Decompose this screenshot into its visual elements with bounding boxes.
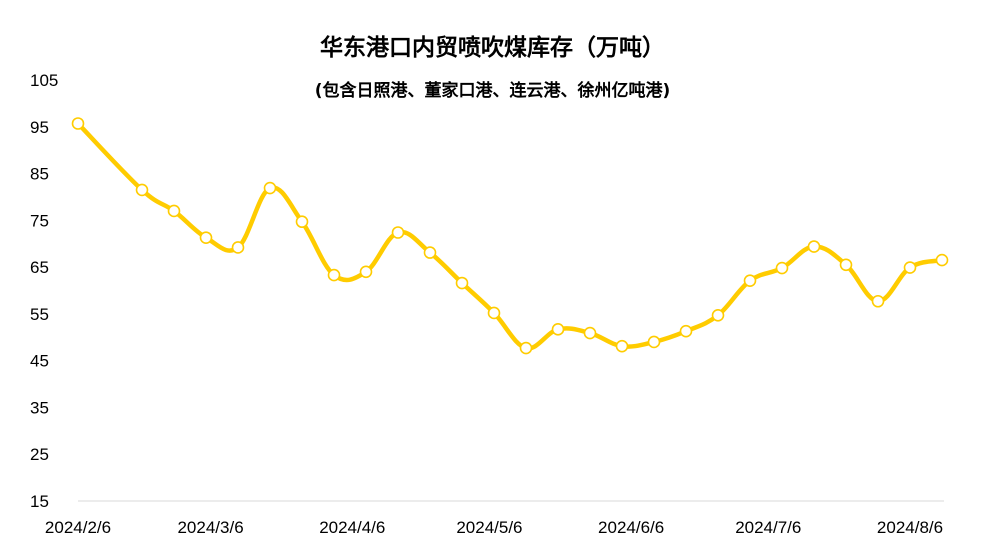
data-point xyxy=(423,246,437,259)
x-tick-label: 2024/3/6 xyxy=(177,518,243,537)
data-point xyxy=(775,261,789,275)
y-tick-label: 105 xyxy=(30,71,58,90)
data-point xyxy=(519,341,533,355)
data-point xyxy=(295,215,309,229)
data-point xyxy=(839,258,853,272)
data-point xyxy=(455,276,469,290)
y-tick-label: 95 xyxy=(30,118,49,137)
data-point xyxy=(231,241,245,254)
y-tick-label: 25 xyxy=(30,445,49,464)
data-point xyxy=(871,294,885,308)
x-tick-label: 2024/2/6 xyxy=(45,518,111,537)
data-point xyxy=(583,326,597,340)
data-point xyxy=(615,339,629,353)
x-tick-label: 2024/7/6 xyxy=(735,518,801,537)
data-point xyxy=(551,323,565,336)
data-point xyxy=(807,240,821,253)
data-point xyxy=(71,117,85,130)
data-point xyxy=(647,335,661,349)
y-tick-label: 35 xyxy=(30,398,49,417)
chart-title: 华东港口内贸喷吹煤库存（万吨） xyxy=(320,35,665,61)
x-tick-label: 2024/6/6 xyxy=(598,518,664,537)
data-point xyxy=(679,324,693,338)
chart-subtitle: (包含日照港、董家口港、连云港、徐州亿吨港) xyxy=(314,81,671,101)
y-tick-label: 15 xyxy=(30,492,49,511)
y-tick-label: 45 xyxy=(30,352,49,371)
y-tick-label: 75 xyxy=(30,211,49,230)
data-point xyxy=(391,226,405,239)
data-point xyxy=(167,204,181,218)
data-point xyxy=(327,268,341,282)
data-point xyxy=(743,274,757,287)
y-tick-label: 85 xyxy=(30,165,49,184)
x-tick-label: 2024/4/6 xyxy=(319,518,385,537)
y-tick-label: 65 xyxy=(30,258,49,277)
data-point xyxy=(359,265,373,279)
data-point xyxy=(711,308,725,322)
data-point xyxy=(199,231,213,244)
data-point xyxy=(487,306,501,320)
data-point xyxy=(135,183,149,197)
data-point xyxy=(263,181,277,195)
x-tick-label: 2024/5/6 xyxy=(456,518,522,537)
y-tick-label: 55 xyxy=(30,305,49,324)
data-point xyxy=(935,253,949,267)
x-tick-label: 2024/8/6 xyxy=(877,518,943,537)
data-point xyxy=(903,261,917,274)
